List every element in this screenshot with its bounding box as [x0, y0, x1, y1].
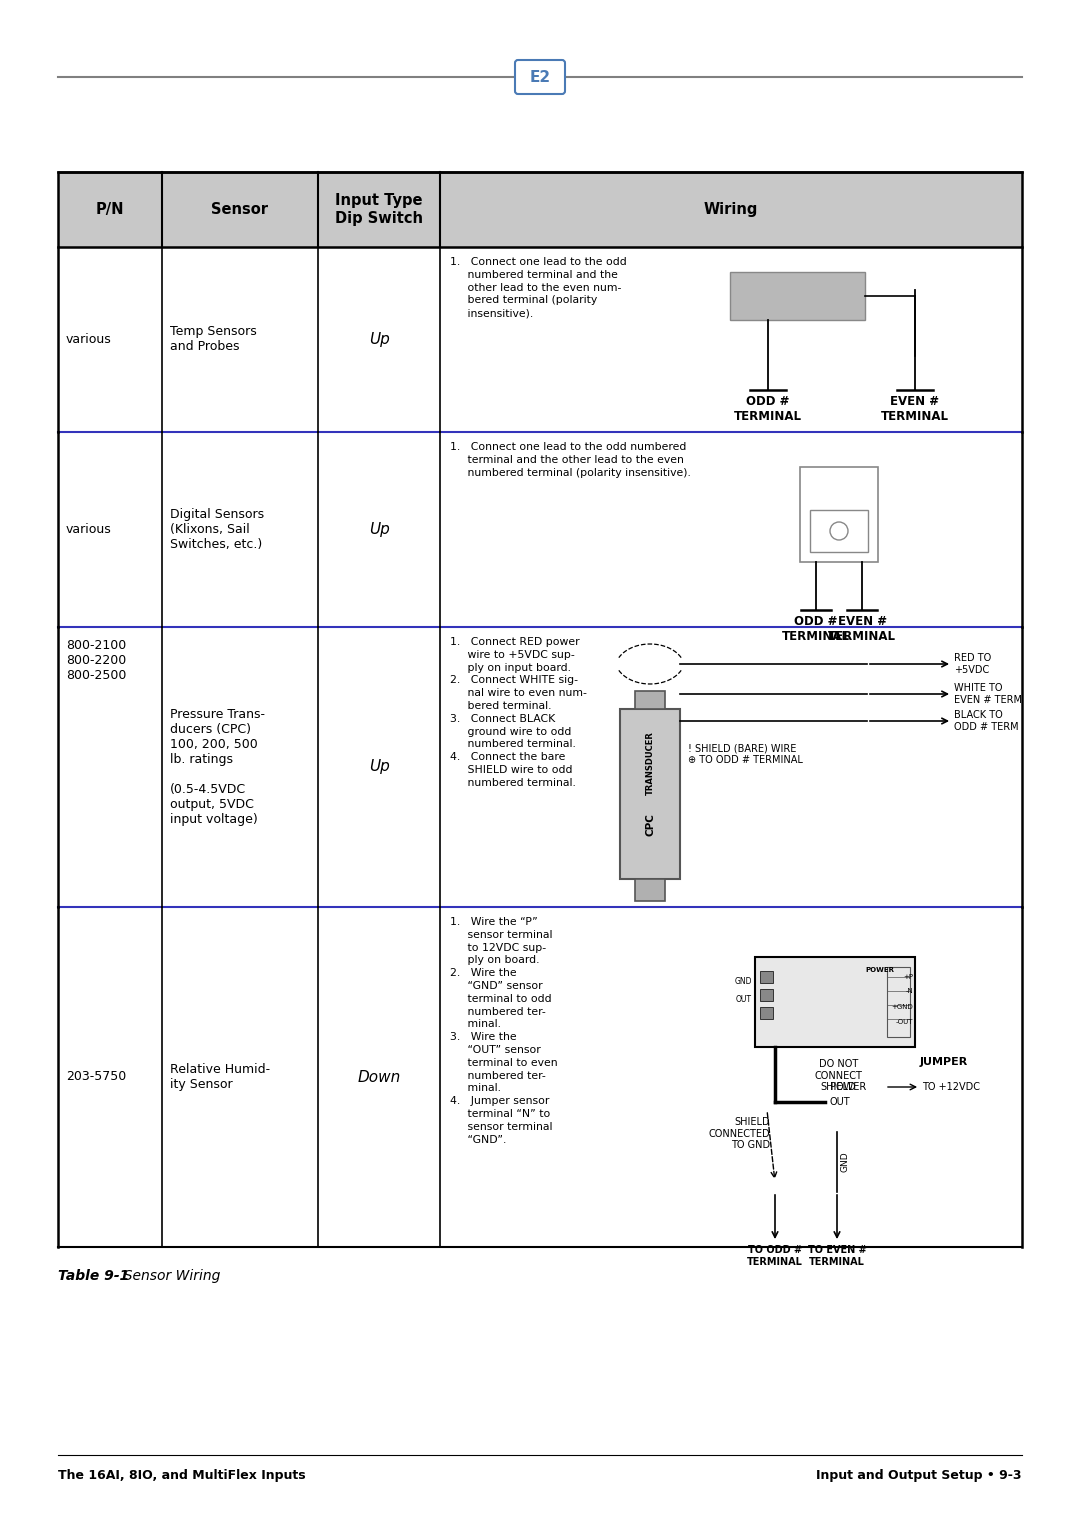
Text: JUMPER: JUMPER [920, 1057, 969, 1067]
Text: Table 9-1: Table 9-1 [58, 1269, 130, 1283]
Text: GND: GND [840, 1151, 849, 1173]
Bar [755, 957, 915, 1048]
Text: ODD #
TERMINAL: ODD # TERMINAL [782, 615, 850, 643]
Circle shape [835, 994, 851, 1009]
Bar [887, 967, 910, 1037]
Text: POWER: POWER [831, 1083, 866, 1092]
Text: CPC: CPC [645, 814, 654, 837]
Text: Relative Humid-
ity Sensor: Relative Humid- ity Sensor [170, 1063, 270, 1090]
Bar [58, 173, 1022, 247]
Text: 1.   Connect one lead to the odd
     numbered terminal and the
     other lead : 1. Connect one lead to the odd numbered … [450, 257, 626, 318]
Text: WHITE TO
EVEN # TERM: WHITE TO EVEN # TERM [954, 683, 1022, 705]
Text: OUT: OUT [735, 996, 752, 1005]
Text: Input and Output Setup • 9-3: Input and Output Setup • 9-3 [816, 1469, 1022, 1481]
Text: E2: E2 [529, 70, 551, 84]
Bar [760, 971, 773, 983]
Text: RED TO
+5VDC: RED TO +5VDC [954, 654, 991, 675]
Circle shape [758, 1034, 768, 1044]
Bar [635, 692, 665, 709]
Text: Up: Up [368, 522, 390, 538]
Bar [730, 272, 865, 321]
Text: ! SHIELD (BARE) WIRE
⊕ TO ODD # TERMINAL: ! SHIELD (BARE) WIRE ⊕ TO ODD # TERMINAL [688, 744, 802, 765]
Text: Input Type
Dip Switch: Input Type Dip Switch [335, 194, 423, 226]
Text: POWER: POWER [865, 967, 894, 973]
Text: OUT: OUT [831, 1096, 851, 1107]
Circle shape [758, 960, 768, 970]
Text: GND: GND [734, 977, 752, 986]
Text: EVEN #
TERMINAL: EVEN # TERMINAL [828, 615, 896, 643]
Text: 203-5750: 203-5750 [66, 1070, 126, 1084]
Text: - Sensor Wiring: - Sensor Wiring [110, 1269, 220, 1283]
Text: -N: -N [905, 988, 913, 994]
Text: Wiring: Wiring [704, 202, 758, 217]
Text: Digital Sensors
(Klixons, Sail
Switches, etc.): Digital Sensors (Klixons, Sail Switches,… [170, 508, 265, 551]
Bar [635, 880, 665, 901]
Text: P/N: P/N [96, 202, 124, 217]
Text: 1.   Connect one lead to the odd numbered
     terminal and the other lead to th: 1. Connect one lead to the odd numbered … [450, 441, 691, 478]
Text: DO NOT
CONNECT
SHIELD: DO NOT CONNECT SHIELD [814, 1060, 862, 1092]
Text: 1.   Connect RED power
     wire to +5VDC sup-
     ply on input board.
2.   Con: 1. Connect RED power wire to +5VDC sup- … [450, 637, 586, 788]
Text: various: various [66, 333, 111, 347]
Text: TRANSDUCER: TRANSDUCER [646, 731, 654, 796]
Bar [800, 467, 878, 562]
Circle shape [825, 983, 861, 1020]
Text: TO ODD #
TERMINAL: TO ODD # TERMINAL [747, 1245, 802, 1266]
Text: various: various [66, 524, 111, 536]
Text: TO EVEN #
TERMINAL: TO EVEN # TERMINAL [808, 1245, 866, 1266]
Bar [810, 510, 868, 551]
Text: ODD #
TERMINAL: ODD # TERMINAL [734, 395, 802, 423]
Text: -OUT: -OUT [895, 1019, 913, 1025]
Text: 1.   Wire the “P”
     sensor terminal
     to 12VDC sup-
     ply on board.
2. : 1. Wire the “P” sensor terminal to 12VDC… [450, 918, 557, 1145]
Text: Temp Sensors
and Probes: Temp Sensors and Probes [170, 325, 257, 353]
Text: The 16AI, 8IO, and MultiFlex Inputs: The 16AI, 8IO, and MultiFlex Inputs [58, 1469, 306, 1481]
Text: +GND: +GND [891, 1003, 913, 1009]
FancyBboxPatch shape [515, 60, 565, 95]
Text: 800-2100
800-2200
800-2500: 800-2100 800-2200 800-2500 [66, 638, 126, 683]
Text: BLACK TO
ODD # TERM: BLACK TO ODD # TERM [954, 710, 1018, 731]
Text: Pressure Trans-
ducers (CPC)
100, 200, 500
lb. ratings

(0.5-4.5VDC
output, 5VDC: Pressure Trans- ducers (CPC) 100, 200, 5… [170, 709, 265, 826]
Text: Up: Up [368, 331, 390, 347]
Text: +P: +P [903, 974, 913, 980]
Bar [760, 1006, 773, 1019]
Bar [620, 709, 680, 880]
Circle shape [902, 960, 912, 970]
Text: Up: Up [368, 759, 390, 774]
Text: Sensor: Sensor [212, 202, 269, 217]
Text: TO +12VDC: TO +12VDC [922, 1083, 980, 1092]
Circle shape [902, 1034, 912, 1044]
Text: EVEN #
TERMINAL: EVEN # TERMINAL [881, 395, 949, 423]
Bar [760, 989, 773, 1002]
Text: SHIELD
CONNECTED
TO GND: SHIELD CONNECTED TO GND [708, 1116, 770, 1150]
Text: Down: Down [357, 1069, 401, 1084]
